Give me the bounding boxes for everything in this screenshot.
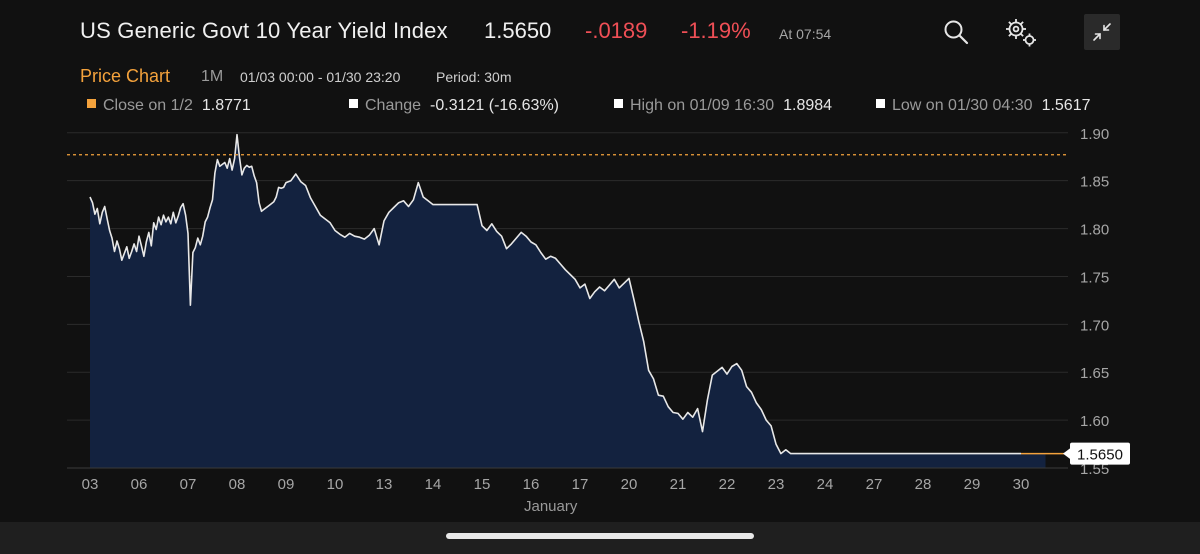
x-tick-label: 14 <box>425 476 442 493</box>
last-value-pointer <box>1063 447 1071 460</box>
x-tick-label: 09 <box>278 476 295 493</box>
x-tick-label: 16 <box>523 476 540 493</box>
last-price: 1.5650 <box>484 18 552 43</box>
x-tick-label: 17 <box>572 476 589 493</box>
legend-swatch <box>349 99 358 109</box>
last-value-label: 1.5650 <box>1077 447 1123 464</box>
legend-label: High on 01/09 16:30 <box>630 97 775 114</box>
legend-label: Low on 01/30 04:30 <box>892 97 1033 114</box>
legend-close: Close on 1/2 1.8771 <box>87 97 251 117</box>
x-axis-month-label: January <box>524 498 578 515</box>
header-bar: US Generic Govt 10 Year Yield Index 1.56… <box>0 0 1200 62</box>
legend-swatch <box>614 99 623 109</box>
y-tick-label: 1.80 <box>1080 222 1109 239</box>
series-line <box>89 133 1021 455</box>
x-tick-label: 13 <box>376 476 393 493</box>
legend-value: 1.8984 <box>783 97 833 114</box>
percent-change: -1.19% <box>681 18 751 43</box>
y-tick-label: 1.75 <box>1080 269 1109 286</box>
timestamp: At 07:54 <box>779 26 832 42</box>
home-indicator[interactable] <box>446 533 754 539</box>
y-tick-label: 1.70 <box>1080 317 1109 334</box>
x-tick-label: 24 <box>817 476 834 493</box>
settings-icon <box>1006 19 1036 47</box>
x-tick-label: 21 <box>670 476 687 493</box>
security-title: US Generic Govt 10 Year Yield Index <box>80 18 448 43</box>
legend-change: Change -0.3121 (-16.63%) <box>349 97 559 117</box>
x-tick-label: 07 <box>180 476 197 493</box>
x-tick-label: 28 <box>915 476 932 493</box>
legend-value: 1.5617 <box>1041 97 1091 114</box>
x-tick-label: 06 <box>131 476 148 493</box>
range-selector[interactable]: 1M <box>201 68 224 85</box>
series-area <box>90 134 1046 468</box>
x-tick-label: 27 <box>866 476 883 493</box>
chart-title: Price Chart <box>80 66 171 86</box>
collapse-button[interactable] <box>1084 14 1120 50</box>
y-tick-label: 1.90 <box>1080 128 1109 143</box>
net-change: -.0189 <box>585 18 648 43</box>
period-label: Period: 30m <box>436 69 512 85</box>
y-tick-label: 1.65 <box>1080 365 1109 382</box>
legend-label: Close on 1/2 <box>103 97 193 114</box>
legend-value: 1.8771 <box>201 97 251 114</box>
last-value-box <box>1070 442 1130 465</box>
y-tick-label: 1.60 <box>1080 413 1109 430</box>
x-tick-label: 20 <box>621 476 638 493</box>
search-button[interactable] <box>942 18 970 46</box>
date-range: 01/03 00:00 - 01/30 23:20 <box>240 69 401 85</box>
x-tick-label: 23 <box>768 476 785 493</box>
x-tick-label: 03 <box>82 476 99 493</box>
x-tick-label: 30 <box>1013 476 1030 493</box>
legend-low: Low on 01/30 04:30 1.5617 <box>876 97 1091 117</box>
x-tick-label: 22 <box>719 476 736 493</box>
y-tick-label: 1.85 <box>1080 174 1109 191</box>
legend-value: -0.3121 (-16.63%) <box>430 97 560 114</box>
legend-label: Change <box>365 97 422 114</box>
legend-high: High on 01/09 16:30 1.8984 <box>614 97 832 117</box>
x-tick-label: 08 <box>229 476 246 493</box>
legend-swatch <box>87 99 96 109</box>
x-tick-label: 10 <box>327 476 344 493</box>
collapse-icon <box>1093 23 1111 41</box>
y-tick-label: 1.55 <box>1080 461 1109 478</box>
search-icon <box>944 20 969 45</box>
x-tick-label: 29 <box>964 476 981 493</box>
legend-swatch <box>876 99 885 109</box>
settings-button[interactable] <box>1002 16 1040 50</box>
x-tick-label: 15 <box>474 476 491 493</box>
price-chart[interactable]: 1.90 1.85 1.80 1.75 1.70 1.65 1.60 1.551.5650 03… <box>0 128 1200 528</box>
